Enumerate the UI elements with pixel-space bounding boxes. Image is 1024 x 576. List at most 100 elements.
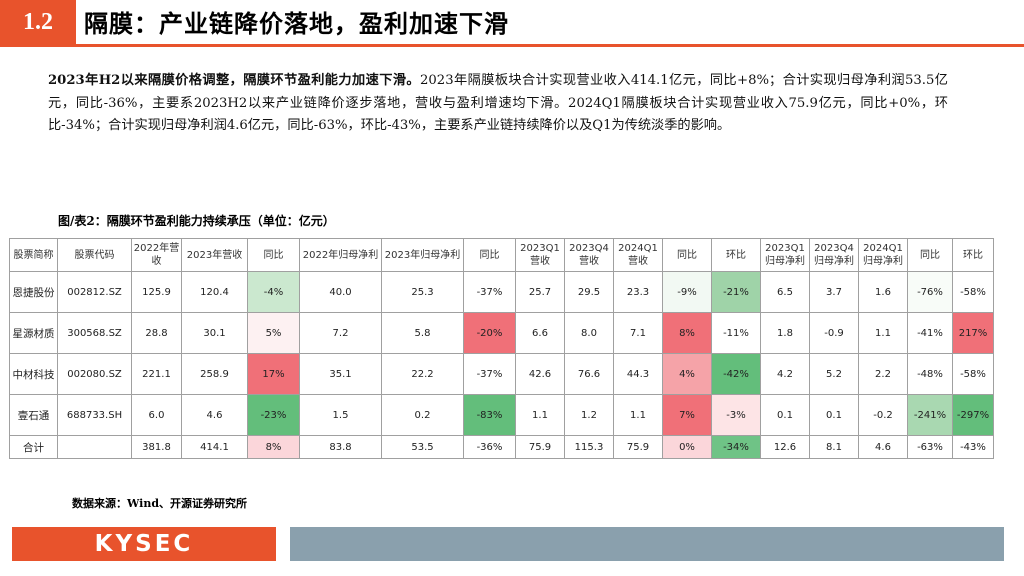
table-cell: -48% — [907, 353, 953, 395]
table-row: 星源材质 300568.SZ 28.8 30.1 5% 7.2 5.8 -20% 6.6 8.0 7… — [9, 312, 994, 354]
table-cell: -37% — [463, 271, 516, 313]
summary-lead: 2023年H2以来隔膜价格调整，隔膜环节盈利能力加速下滑。 — [48, 73, 421, 88]
table-cell: 0.2 — [381, 394, 464, 436]
column-header: 股票简称 — [9, 238, 58, 272]
table-cell: 44.3 — [613, 353, 663, 395]
table-cell: 1.1 — [515, 394, 565, 436]
table-caption: 图/表2：隔膜环节盈利能力持续承压（单位：亿元） — [58, 214, 335, 228]
page-title: 隔膜：产业链降价落地，盈利加速下滑 — [84, 9, 509, 38]
column-header: 同比 — [247, 238, 300, 272]
total-row: 合计 381.8 414.1 8% 83.8 53.5 -36% 75.9 115.3 75.9 0… — [9, 435, 994, 459]
column-header: 2023Q4归母净利 — [809, 238, 859, 272]
table-cell: 1.5 — [299, 394, 382, 436]
table-cell: 12.6 — [760, 435, 810, 459]
table-cell: -23% — [247, 394, 300, 436]
table-cell: 8.0 — [564, 312, 614, 354]
financial-table: 股票简称 股票代码 2022年营收 2023年营收 同比 2022年归母净利 2023年归母… — [9, 238, 994, 459]
column-header: 2023年归母净利 — [381, 238, 464, 272]
summary-body: 2023年隔膜板块合计实现营业收入414.1亿元，同比+8%；合计实现归母净利润… — [48, 73, 948, 133]
column-header: 同比 — [463, 238, 516, 272]
column-header: 股票代码 — [57, 238, 132, 272]
column-header: 2022年归母净利 — [299, 238, 382, 272]
table-cell: 1.2 — [564, 394, 614, 436]
company-name-cell: 壹石通 — [9, 394, 58, 436]
table-cell: -43% — [952, 435, 994, 459]
table-cell: -58% — [952, 271, 994, 313]
column-header: 同比 — [662, 238, 712, 272]
table-cell: 75.9 — [613, 435, 663, 459]
column-header: 2024Q1营收 — [613, 238, 663, 272]
table-cell: -20% — [463, 312, 516, 354]
table-cell: -11% — [711, 312, 761, 354]
table-cell: 17% — [247, 353, 300, 395]
table-cell: -0.9 — [809, 312, 859, 354]
table-cell: -63% — [907, 435, 953, 459]
column-header: 同比 — [907, 238, 953, 272]
logo-text: KYSEC — [94, 531, 194, 557]
stock-code-cell — [57, 435, 132, 459]
table-cell: 1.1 — [858, 312, 908, 354]
table-cell: 4.6 — [181, 394, 248, 436]
table-cell: -36% — [463, 435, 516, 459]
table-cell: -37% — [463, 353, 516, 395]
column-header: 2023Q1归母净利 — [760, 238, 810, 272]
header-rule — [0, 44, 1024, 47]
table-cell: -34% — [711, 435, 761, 459]
column-header: 2023年营收 — [181, 238, 248, 272]
stock-code-cell: 300568.SZ — [57, 312, 132, 354]
table-cell: -0.2 — [858, 394, 908, 436]
table-cell: 381.8 — [131, 435, 182, 459]
column-header: 2022年营收 — [131, 238, 182, 272]
table-cell: 35.1 — [299, 353, 382, 395]
table-container: 股票简称 股票代码 2022年营收 2023年营收 同比 2022年归母净利 2023年归母… — [9, 238, 994, 459]
table-cell: 258.9 — [181, 353, 248, 395]
stock-code-cell: 688733.SH — [57, 394, 132, 436]
table-cell: -297% — [952, 394, 994, 436]
company-name-cell: 合计 — [9, 435, 58, 459]
table-cell: 4.6 — [858, 435, 908, 459]
table-cell: 221.1 — [131, 353, 182, 395]
table-cell: -241% — [907, 394, 953, 436]
column-header: 环比 — [711, 238, 761, 272]
footer-band — [290, 527, 1004, 561]
table-cell: -58% — [952, 353, 994, 395]
table-cell: 76.6 — [564, 353, 614, 395]
table-cell: 217% — [952, 312, 994, 354]
table-cell: -42% — [711, 353, 761, 395]
table-cell: 53.5 — [381, 435, 464, 459]
section-number: 1.2 — [0, 0, 76, 44]
table-cell: -9% — [662, 271, 712, 313]
table-cell: 25.3 — [381, 271, 464, 313]
table-cell: 22.2 — [381, 353, 464, 395]
table-cell: 3.7 — [809, 271, 859, 313]
table-cell: 28.8 — [131, 312, 182, 354]
company-name-cell: 中材科技 — [9, 353, 58, 395]
table-cell: 42.6 — [515, 353, 565, 395]
table-cell: 8% — [662, 312, 712, 354]
table-row: 中材科技 002080.SZ 221.1 258.9 17% 35.1 22.2 -37% 42… — [9, 353, 994, 395]
table-row: 壹石通 688733.SH 6.0 4.6 -23% 1.5 0.2 -83% 1.1 1.2 1.… — [9, 394, 994, 436]
table-cell: 25.7 — [515, 271, 565, 313]
column-header: 2023Q1营收 — [515, 238, 565, 272]
table-cell: 8% — [247, 435, 300, 459]
table-row: 恩捷股份 002812.SZ 125.9 120.4 -4% 40.0 25.3 -37% 25… — [9, 271, 994, 313]
column-header: 2024Q1归母净利 — [858, 238, 908, 272]
table-cell: -4% — [247, 271, 300, 313]
table-cell: 2.2 — [858, 353, 908, 395]
table-cell: -3% — [711, 394, 761, 436]
table-cell: 75.9 — [515, 435, 565, 459]
table-cell: 1.6 — [858, 271, 908, 313]
table-cell: 5% — [247, 312, 300, 354]
table-cell: 115.3 — [564, 435, 614, 459]
table-cell: 4.2 — [760, 353, 810, 395]
table-cell: 40.0 — [299, 271, 382, 313]
table-cell: 6.6 — [515, 312, 565, 354]
table-cell: 120.4 — [181, 271, 248, 313]
company-name-cell: 恩捷股份 — [9, 271, 58, 313]
table-cell: 4% — [662, 353, 712, 395]
table-cell: 125.9 — [131, 271, 182, 313]
table-cell: 6.0 — [131, 394, 182, 436]
data-source: 数据来源：Wind、开源证券研究所 — [72, 497, 248, 510]
column-header: 环比 — [952, 238, 994, 272]
table-cell: -83% — [463, 394, 516, 436]
